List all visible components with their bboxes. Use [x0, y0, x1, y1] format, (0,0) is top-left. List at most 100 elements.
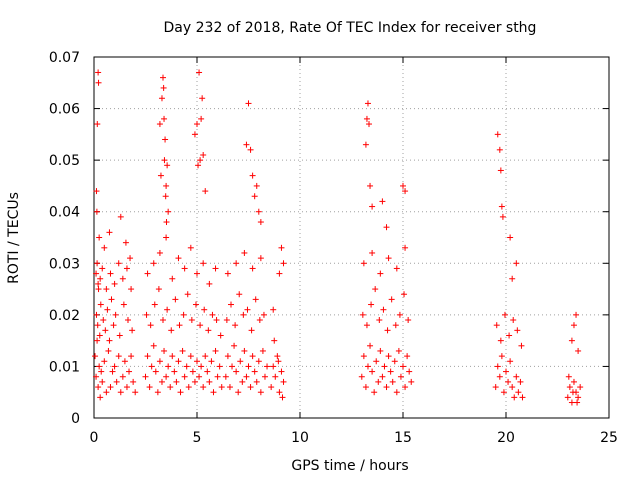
- data-point: [496, 373, 503, 380]
- data-point: [513, 260, 520, 267]
- data-point: [104, 306, 111, 313]
- data-point: [96, 234, 103, 241]
- data-point: [126, 368, 133, 375]
- data-point: [162, 193, 169, 200]
- data-point: [515, 389, 522, 396]
- data-point: [117, 213, 124, 220]
- data-point: [498, 353, 505, 360]
- data-point: [168, 327, 175, 334]
- data-point: [167, 384, 174, 391]
- y-tick-label: 0.04: [49, 205, 80, 221]
- x-tick-label: 0: [90, 430, 99, 446]
- data-point: [577, 384, 584, 391]
- data-point: [129, 327, 136, 334]
- data-point: [377, 270, 384, 277]
- data-point: [214, 373, 221, 380]
- data-point: [163, 234, 170, 241]
- data-point: [395, 347, 402, 354]
- data-point: [507, 234, 514, 241]
- data-point: [208, 358, 215, 365]
- data-point: [570, 378, 577, 385]
- data-point: [171, 368, 178, 375]
- chart-title: Day 232 of 2018, Rate Of TEC Index for r…: [164, 20, 537, 36]
- data-point: [197, 157, 204, 164]
- data-point: [252, 296, 259, 303]
- data-point: [564, 394, 571, 401]
- data-point: [383, 384, 390, 391]
- data-point: [243, 373, 250, 380]
- data-point: [151, 301, 158, 308]
- data-point: [106, 229, 113, 236]
- data-point: [119, 275, 126, 282]
- data-point: [102, 327, 109, 334]
- data-point: [389, 378, 396, 385]
- data-point: [197, 322, 204, 329]
- data-point: [569, 389, 576, 396]
- data-point: [494, 363, 501, 370]
- data-point: [360, 260, 367, 267]
- data-point: [144, 353, 151, 360]
- data-point: [360, 353, 367, 360]
- data-point: [393, 265, 400, 272]
- data-point: [224, 353, 231, 360]
- data-point: [212, 265, 219, 272]
- data-point: [248, 327, 255, 334]
- data-point: [156, 121, 163, 128]
- data-point: [173, 378, 180, 385]
- data-point: [113, 378, 120, 385]
- data-point: [160, 74, 167, 81]
- data-point: [278, 368, 285, 375]
- data-point: [161, 115, 168, 122]
- data-point: [387, 368, 394, 375]
- data-point: [492, 384, 499, 391]
- data-point: [279, 394, 286, 401]
- data-point: [367, 342, 374, 349]
- data-point: [379, 373, 386, 380]
- data-point: [257, 219, 264, 226]
- data-point: [498, 203, 505, 210]
- data-point: [194, 270, 200, 277]
- plot-frame: [93, 56, 610, 419]
- data-point: [132, 389, 139, 396]
- x-tick-label: 25: [600, 430, 618, 446]
- data-point: [381, 363, 388, 370]
- data-point: [241, 347, 248, 354]
- data-point: [245, 100, 252, 107]
- data-point: [574, 399, 581, 406]
- data-point: [499, 213, 506, 220]
- data-points: [92, 69, 584, 406]
- data-point: [92, 353, 99, 360]
- data-point: [270, 306, 277, 313]
- data-point: [384, 327, 391, 334]
- y-tick-label: 0.06: [49, 102, 80, 118]
- data-point: [397, 373, 404, 380]
- data-point: [404, 353, 411, 360]
- data-point: [117, 389, 124, 396]
- data-point: [255, 208, 262, 215]
- data-point: [105, 347, 112, 354]
- data-point: [156, 358, 163, 365]
- data-point: [147, 322, 154, 329]
- data-point: [385, 255, 392, 262]
- data-point: [103, 286, 110, 293]
- data-point: [406, 368, 413, 375]
- data-point: [239, 378, 246, 385]
- data-point: [188, 317, 195, 324]
- data-point: [244, 306, 251, 313]
- x-tick-label: 15: [394, 430, 412, 446]
- data-point: [99, 378, 106, 385]
- data-point: [123, 265, 130, 272]
- data-point: [97, 301, 104, 308]
- data-point: [95, 286, 102, 293]
- data-point: [187, 244, 194, 251]
- data-point: [364, 363, 371, 370]
- data-point: [157, 172, 164, 179]
- data-point: [393, 389, 400, 396]
- data-point: [247, 146, 254, 153]
- data-point: [165, 363, 172, 370]
- data-point: [205, 327, 212, 334]
- data-point: [108, 296, 115, 303]
- data-point: [99, 265, 106, 272]
- data-point: [218, 384, 225, 391]
- data-point: [253, 182, 260, 189]
